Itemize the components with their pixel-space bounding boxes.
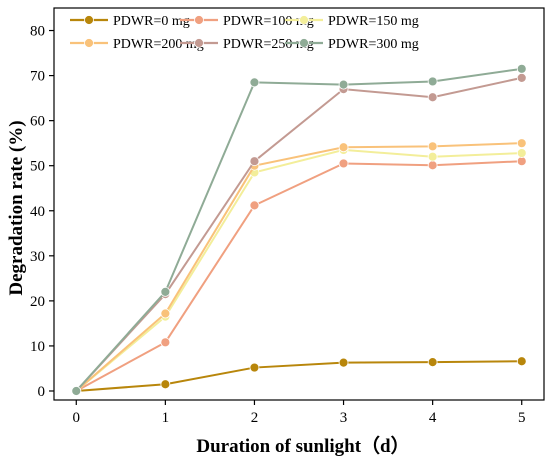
series-0 bbox=[71, 356, 527, 396]
data-point bbox=[249, 77, 260, 88]
series-3 bbox=[71, 138, 527, 396]
series-4 bbox=[71, 72, 527, 396]
legend-item: PDWR=300 mg bbox=[285, 37, 419, 52]
x-tick-label: 1 bbox=[162, 410, 170, 426]
legend-swatch-marker bbox=[299, 38, 309, 48]
data-point bbox=[338, 142, 349, 153]
series-line bbox=[75, 142, 522, 392]
legend-swatch-marker bbox=[84, 38, 94, 48]
y-tick-label: 20 bbox=[30, 294, 45, 310]
y-tick-label: 60 bbox=[30, 114, 45, 130]
data-point bbox=[516, 138, 527, 149]
x-tick-label: 2 bbox=[251, 410, 259, 426]
series-layer bbox=[71, 63, 527, 396]
series-line bbox=[75, 148, 522, 392]
series-2 bbox=[71, 145, 527, 396]
y-tick-label: 10 bbox=[30, 339, 45, 355]
legend-label: PDWR=200 mg bbox=[113, 37, 204, 52]
data-point bbox=[249, 200, 260, 211]
data-point bbox=[427, 141, 438, 152]
x-tick-label: 3 bbox=[340, 410, 348, 426]
data-point bbox=[160, 379, 171, 390]
y-tick-label: 80 bbox=[30, 24, 45, 40]
series-1 bbox=[71, 156, 527, 396]
data-point bbox=[427, 76, 438, 87]
legend-label: PDWR=250 mg bbox=[223, 37, 314, 52]
data-point bbox=[338, 357, 349, 368]
legend-swatch-marker bbox=[84, 15, 94, 25]
data-point bbox=[160, 308, 171, 319]
x-tick-label: 5 bbox=[518, 410, 526, 426]
y-tick-label: 50 bbox=[30, 159, 45, 175]
data-point bbox=[516, 72, 527, 83]
y-tick-label: 30 bbox=[30, 249, 45, 265]
legend-label: PDWR=300 mg bbox=[328, 37, 419, 52]
series-5 bbox=[71, 63, 527, 396]
legend-item: PDWR=100 mg bbox=[180, 14, 314, 29]
data-point bbox=[427, 151, 438, 162]
legend-label: PDWR=0 mg bbox=[113, 14, 190, 29]
x-axis-title: Duration of sunlight（d） bbox=[196, 434, 409, 457]
data-point bbox=[427, 160, 438, 171]
series-line bbox=[75, 160, 522, 392]
y-tick-label: 70 bbox=[30, 69, 45, 85]
data-point bbox=[427, 92, 438, 103]
data-point bbox=[160, 337, 171, 348]
legend-label: PDWR=150 mg bbox=[328, 14, 419, 29]
y-tick-label: 40 bbox=[30, 204, 45, 220]
x-tick-label: 0 bbox=[73, 410, 81, 426]
x-tick-label: 4 bbox=[429, 410, 437, 426]
data-point bbox=[338, 158, 349, 169]
legend-item: PDWR=150 mg bbox=[285, 14, 419, 29]
plot-frame bbox=[53, 7, 545, 401]
data-point bbox=[516, 148, 527, 158]
legend: PDWR=0 mg PDWR=100 mg PDWR=150 mg PDWR=200 … bbox=[70, 14, 419, 52]
legend-swatch-marker bbox=[194, 38, 204, 48]
legend-swatch-marker bbox=[194, 15, 204, 25]
data-point bbox=[71, 386, 82, 396]
data-point bbox=[160, 286, 171, 297]
data-point bbox=[516, 63, 527, 74]
series-line bbox=[76, 360, 522, 392]
data-point bbox=[427, 357, 438, 368]
data-point bbox=[338, 79, 349, 90]
legend-item: PDWR=200 mg bbox=[70, 37, 204, 52]
legend-item: PDWR=250 mg bbox=[180, 37, 314, 52]
series-line bbox=[75, 76, 522, 392]
y-tick-label: 0 bbox=[38, 384, 46, 400]
legend-swatch-marker bbox=[299, 15, 309, 25]
data-point bbox=[249, 362, 260, 373]
series-line bbox=[75, 67, 522, 392]
legend-item: PDWR=0 mg bbox=[70, 14, 190, 29]
legend-label: PDWR=100 mg bbox=[223, 14, 314, 29]
data-point bbox=[516, 156, 527, 167]
data-point bbox=[249, 156, 260, 167]
data-point bbox=[516, 356, 527, 367]
y-axis-title: Degradation rate (%) bbox=[6, 120, 27, 295]
